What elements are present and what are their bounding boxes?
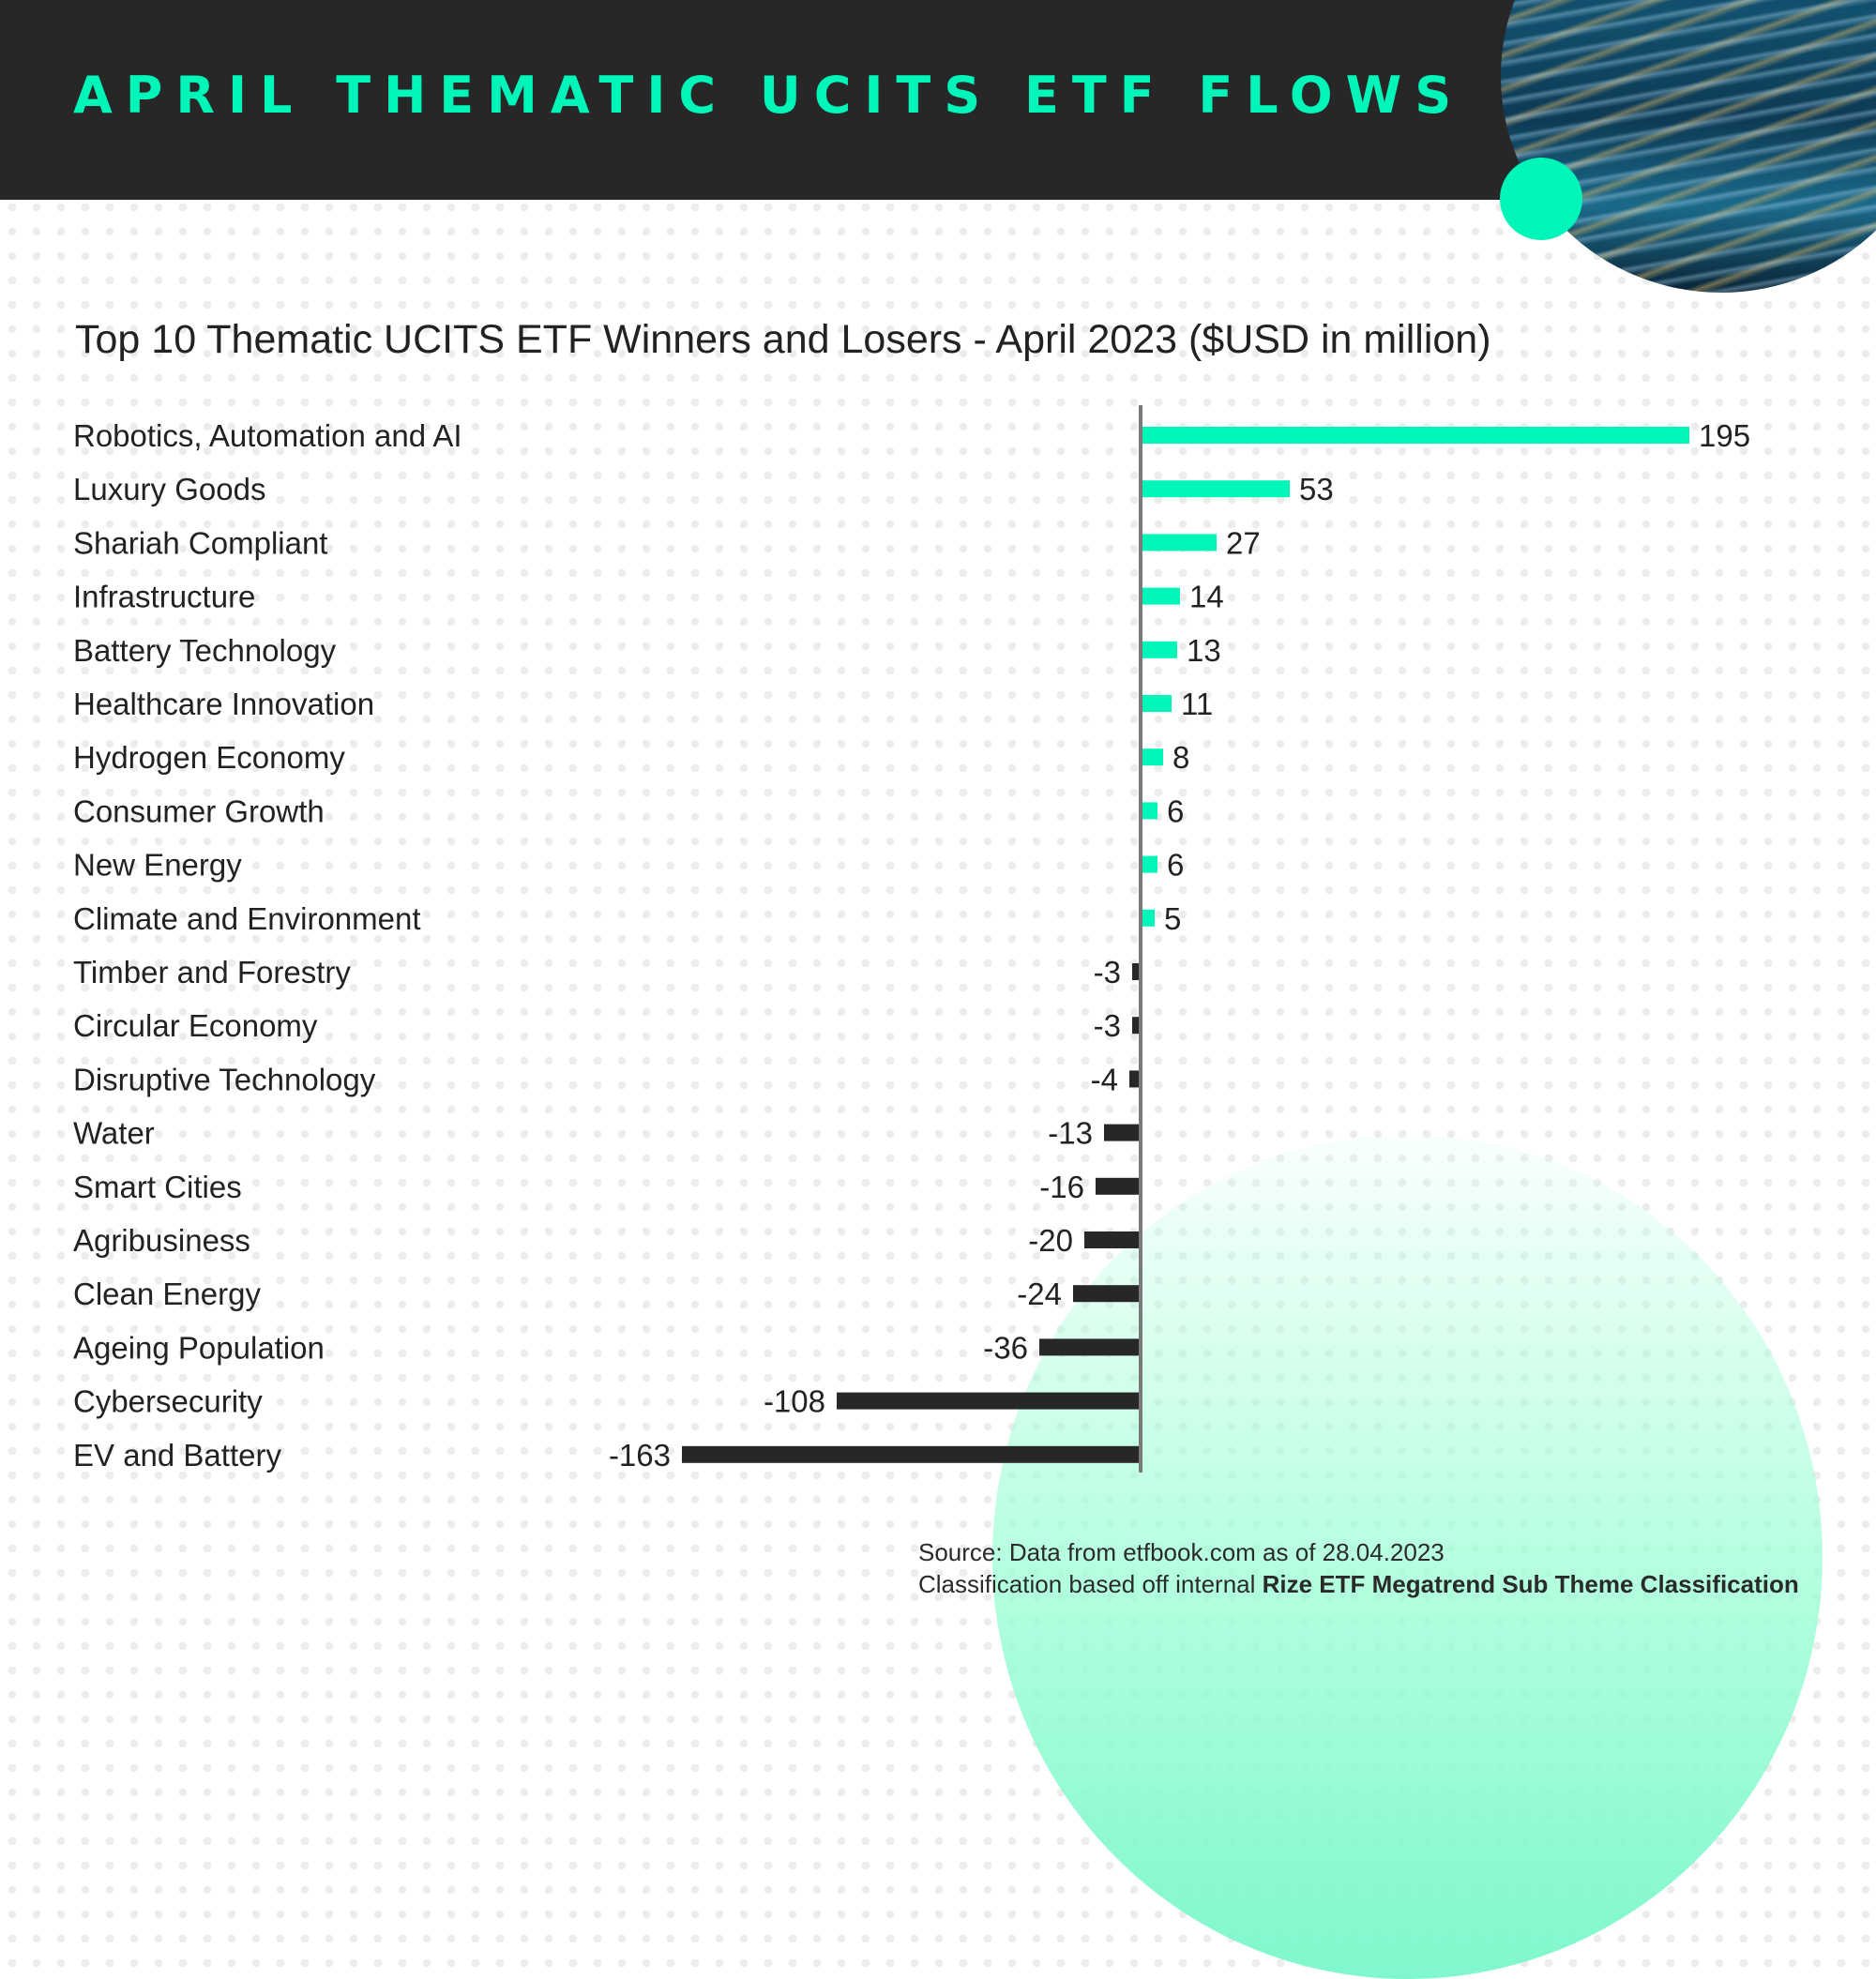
accent-dot: [1500, 158, 1582, 240]
category-label: Luxury Goods: [73, 472, 265, 506]
data-label: -4: [1091, 1062, 1118, 1096]
data-label: -24: [1017, 1277, 1062, 1311]
data-label: 53: [1299, 472, 1334, 506]
category-label: Battery Technology: [73, 633, 337, 668]
bar: [1141, 748, 1163, 766]
bar: [1141, 641, 1177, 658]
bar: [1141, 534, 1217, 551]
bar-chart: Robotics, Automation and AI 195 Luxury Goo…: [73, 405, 1750, 1473]
data-label: -3: [1094, 1008, 1121, 1043]
category-label: Shariah Compliant: [73, 525, 327, 560]
bar: [1141, 480, 1290, 498]
bar: [1141, 695, 1172, 712]
data-label: 5: [1164, 901, 1181, 936]
bar: [1141, 855, 1157, 873]
data-label: -36: [983, 1330, 1028, 1365]
bar: [1084, 1231, 1141, 1248]
bar: [1096, 1177, 1141, 1195]
category-label: EV and Battery: [73, 1438, 281, 1473]
data-label: -3: [1094, 955, 1121, 990]
data-label: -13: [1048, 1116, 1093, 1151]
bar: [1132, 963, 1141, 980]
category-label: Consumer Growth: [73, 793, 325, 828]
bar: [1141, 427, 1689, 444]
category-label: Climate and Environment: [73, 901, 421, 936]
page-title: APRIL THEMATIC UCITS ETF FLOWS: [73, 66, 1465, 125]
data-label: -16: [1039, 1170, 1084, 1204]
category-label: Agribusiness: [73, 1223, 250, 1258]
bar: [682, 1445, 1141, 1463]
classification-prefix: Classification based off internal: [918, 1570, 1263, 1598]
category-label: Timber and Forestry: [73, 955, 351, 990]
data-label: 11: [1181, 687, 1213, 721]
classification-note: Classification based off internal Rize E…: [918, 1568, 1799, 1600]
bar: [837, 1392, 1141, 1410]
data-label: 13: [1187, 633, 1221, 668]
bar: [1132, 1017, 1141, 1035]
category-label: Smart Cities: [73, 1170, 242, 1204]
data-label: 14: [1189, 580, 1224, 614]
source-footer: Source: Data from etfbook.com as of 28.0…: [918, 1536, 1799, 1600]
data-label: 8: [1172, 740, 1189, 775]
category-label: Circular Economy: [73, 1008, 318, 1043]
data-label: -163: [609, 1438, 671, 1473]
category-label: Disruptive Technology: [73, 1062, 376, 1096]
category-label: Water: [73, 1116, 155, 1151]
bar: [1141, 587, 1180, 605]
data-label: -20: [1028, 1223, 1073, 1258]
bar: [1141, 909, 1155, 927]
data-label: 195: [1699, 418, 1750, 453]
bar: [1039, 1338, 1141, 1356]
category-label: Infrastructure: [73, 580, 255, 614]
category-label: Hydrogen Economy: [73, 740, 345, 775]
chart-title: Top 10 Thematic UCITS ETF Winners and Lo…: [75, 317, 1491, 362]
bar: [1073, 1285, 1141, 1303]
classification-name: Rize ETF Megatrend Sub Theme Classificat…: [1262, 1570, 1799, 1598]
category-label: Ageing Population: [73, 1330, 325, 1365]
data-label: 6: [1167, 793, 1184, 828]
category-label: Clean Energy: [73, 1277, 261, 1311]
data-label: 27: [1226, 525, 1261, 560]
bar: [1104, 1124, 1141, 1141]
bar: [1129, 1070, 1141, 1088]
data-label: -108: [764, 1384, 825, 1419]
category-label: Healthcare Innovation: [73, 687, 374, 721]
category-label: New Energy: [73, 848, 242, 883]
source-note: Source: Data from etfbook.com as of 28.0…: [918, 1538, 1445, 1566]
category-label: Cybersecurity: [73, 1384, 263, 1419]
data-label: 6: [1167, 848, 1184, 883]
category-label: Robotics, Automation and AI: [73, 418, 462, 453]
bar: [1141, 802, 1157, 820]
